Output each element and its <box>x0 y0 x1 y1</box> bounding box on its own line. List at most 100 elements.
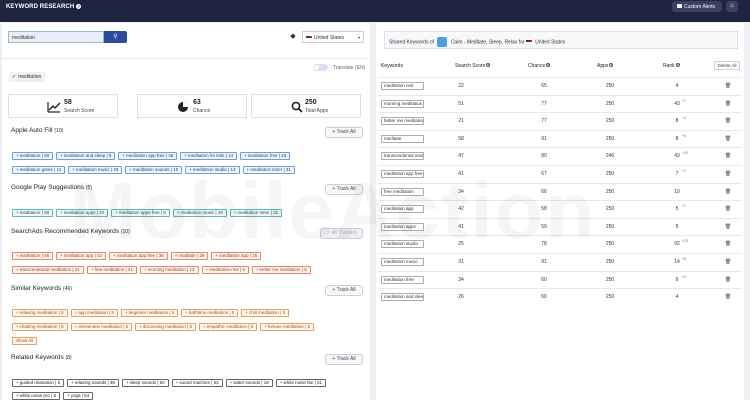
keyword-chip[interactable]: +meditation rest | 5 <box>201 266 249 274</box>
keyword-chip[interactable]: +meditation timer | 31 <box>242 166 295 174</box>
keyword-chip[interactable]: +meditation apps | 10 <box>56 209 109 217</box>
col-rank[interactable]: Rank? <box>663 63 680 69</box>
keyword-chip[interactable]: +meditation | 58 <box>12 209 54 217</box>
keyword-chip[interactable]: +relaxing meditation | 5 <box>12 309 68 317</box>
help-icon[interactable]: ? <box>76 4 82 9</box>
keyword-cell[interactable]: meditation app free <box>381 170 424 178</box>
keyword-chip-label: bathtime meditation | 5 <box>188 310 235 315</box>
col-apps[interactable]: Apps? <box>597 63 614 69</box>
keyword-chip-label: meditation | 58 <box>19 210 50 215</box>
selected-keyword-chip[interactable]: ✓ meditation <box>9 72 45 82</box>
keyword-chip[interactable]: +meditation and sleep | 8 <box>56 152 116 160</box>
notifications-bell-icon[interactable]: ♨ <box>726 1 738 12</box>
keyword-chip[interactable]: +meditation app free | 38 <box>108 252 168 260</box>
keyword-chip[interactable]: +discussing meditation | 5 <box>135 323 197 331</box>
keyword-chip[interactable]: +water sounds | 18 <box>225 379 273 387</box>
keyword-chip[interactable]: +yoga | 54 <box>63 392 94 400</box>
chance-cell: 60 <box>541 276 547 283</box>
trash-icon[interactable]: 🗑 <box>724 171 732 177</box>
plus-icon: + <box>264 324 267 329</box>
keyword-chip[interactable]: +meditation apps free | 5 <box>111 209 170 217</box>
keyword-chip[interactable]: +meditation music | 29 <box>172 209 227 217</box>
keyword-chip[interactable]: +meditation app | 25 <box>211 252 262 260</box>
trash-icon[interactable]: 🗑 <box>724 223 732 230</box>
keyword-chip[interactable]: +relaxing sounds | 38 <box>67 379 119 387</box>
rank-change-badge: +7 <box>682 98 686 103</box>
col-search-score[interactable]: Search Score? <box>455 63 491 69</box>
keyword-search-input[interactable]: meditation <box>8 31 104 43</box>
keyword-cell[interactable]: meditation and sleep <box>381 293 424 302</box>
trash-icon[interactable]: 🗑 <box>724 188 732 195</box>
keyword-cell[interactable]: meditate <box>381 134 424 143</box>
trash-icon[interactable]: 🗑 <box>724 153 732 160</box>
keyword-chip[interactable]: +beginner meditation | 5 <box>120 309 179 317</box>
keyword-chip[interactable]: +meditation studio | 13 <box>185 166 240 174</box>
col-chance[interactable]: Chance? <box>528 63 551 69</box>
track-all-related-button[interactable]: + Track All <box>325 354 363 365</box>
keyword-chip[interactable]: +better me meditation | 5 <box>251 266 311 274</box>
keyword-cell[interactable]: morning meditation <box>381 99 424 108</box>
trash-icon[interactable]: 🗑 <box>724 206 732 213</box>
keyword-chip[interactable]: +meditation | 58 <box>12 252 54 260</box>
rank-change-badge: +5 <box>682 133 686 138</box>
country-select[interactable]: United States ▾ <box>302 31 364 43</box>
keyword-cell[interactable]: meditation app <box>381 205 424 214</box>
keyword-cell[interactable]: meditation music <box>381 258 424 266</box>
keyword-chip[interactable]: +meditation | 58 <box>12 152 54 160</box>
keyword-chip[interactable]: +meditate | 29 <box>170 252 209 260</box>
keyword-cell[interactable]: meditation apps <box>381 222 424 231</box>
keyword-chip[interactable]: +guided relaxation | 5 <box>12 379 65 387</box>
keyword-cell[interactable]: meditation rest <box>381 82 424 90</box>
chance-cell: 91 <box>541 135 547 142</box>
show-all-button[interactable]: Show All <box>12 337 38 345</box>
diamond-icon[interactable]: ◆ <box>290 33 296 40</box>
col-keywords[interactable]: Keywords <box>381 63 403 69</box>
trash-icon[interactable]: 🗑 <box>724 118 732 125</box>
keyword-cell[interactable]: meditation studio <box>381 240 424 249</box>
keyword-chip[interactable]: +meditation app free | 38 <box>118 152 178 160</box>
keyword-chip[interactable]: +app meditation | 5 <box>70 309 118 317</box>
keyword-chip[interactable]: +sleep sounds | 60 <box>121 379 169 387</box>
keyword-chip[interactable]: +meditation music | 29 <box>68 166 123 174</box>
keyword-cell[interactable]: meditation free <box>381 275 424 284</box>
keyword-chip[interactable]: +meditation timer | 31 <box>229 209 283 217</box>
keyword-chip[interactable]: +transcendental meditation | 21 <box>12 266 84 274</box>
keyword-chip[interactable]: +clementine meditation | 5 <box>70 323 133 331</box>
trash-icon[interactable]: 🗑 <box>724 83 732 89</box>
track-all-apple-button[interactable]: + Track All <box>325 127 363 138</box>
chance-cell: 67 <box>541 171 547 177</box>
delete-all-button[interactable]: Delete All <box>714 61 740 70</box>
custom-alerts-button[interactable]: Custom Alerts <box>672 1 722 12</box>
keyword-chip[interactable]: +white noise fan | 31 <box>275 379 327 387</box>
keyword-chip[interactable]: +meditation sounds | 15 <box>125 166 183 174</box>
keyword-chip[interactable]: +white noise pro | 5 <box>12 392 61 400</box>
trash-icon[interactable]: 🗑 <box>724 276 732 283</box>
trash-icon[interactable]: 🗑 <box>724 241 732 248</box>
keyword-cell[interactable]: better me meditation <box>381 117 424 126</box>
keyword-chip[interactable]: +meditation free | 45 <box>240 152 291 160</box>
search-button[interactable]: ⚲ <box>104 31 127 43</box>
keyword-chip[interactable]: +sound machine | 53 <box>171 379 223 387</box>
keyword-chip[interactable]: +fortune meditation | 5 <box>260 323 314 331</box>
track-all-google-button[interactable]: + Track All <box>325 184 363 195</box>
trash-icon[interactable]: 🗑 <box>724 135 732 142</box>
keyword-chip[interactable]: +chill meditation | 5 <box>241 309 289 317</box>
keyword-chip[interactable]: +meditation game | 11 <box>12 166 66 174</box>
trash-icon[interactable]: 🗑 <box>724 294 732 301</box>
keyword-chip[interactable]: +free meditation | 21 <box>86 266 137 274</box>
keyword-cell[interactable]: transcendental meditation <box>381 152 424 161</box>
keyword-chip[interactable]: +meditation for kids | 14 <box>180 152 238 160</box>
similar-chips-row-1: +relaxing meditation | 5 +app meditation … <box>12 309 292 317</box>
keyword-chip[interactable]: +empathic meditation | 5 <box>199 323 258 331</box>
total-apps-card: 250 Total Apps <box>251 94 361 118</box>
keyword-chip[interactable]: +chatting meditation | 5 <box>12 323 68 331</box>
keyword-cell[interactable]: free meditation <box>381 187 424 196</box>
keyword-chip[interactable]: +bathtime meditation | 5 <box>181 309 239 317</box>
trash-icon[interactable]: 🗑 <box>724 100 732 107</box>
keyword-chip[interactable]: +meditation app | 42 <box>56 252 106 260</box>
keyword-chip[interactable]: +morning meditation | 13 <box>139 266 199 274</box>
plus-icon: + <box>16 324 19 329</box>
trash-icon[interactable]: 🗑 <box>724 259 732 265</box>
translate-toggle[interactable] <box>313 64 328 71</box>
track-all-similar-button[interactable]: + Track All <box>325 285 363 296</box>
